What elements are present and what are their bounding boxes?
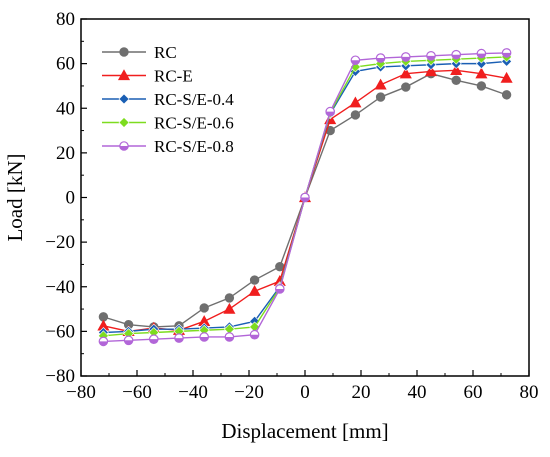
data-point (149, 334, 159, 344)
legend-item: RC (102, 43, 177, 62)
data-point (199, 332, 209, 342)
legend-item: RC-S/E-0.4 (102, 90, 234, 109)
data-point (426, 51, 436, 61)
data-point (300, 192, 310, 203)
y-tick-label: −80 (45, 366, 75, 387)
data-point (325, 106, 335, 117)
legend-marker (117, 69, 131, 81)
data-point (375, 53, 386, 63)
legend-item: RC-S/E-0.8 (102, 137, 234, 156)
y-tick-label: 0 (66, 188, 76, 209)
x-tick-label: −60 (122, 382, 152, 403)
y-tick-label: −20 (45, 232, 75, 253)
y-tick-label: 60 (56, 54, 75, 75)
y-tick-label: −40 (45, 277, 75, 298)
legend-marker (119, 47, 129, 57)
data-point (501, 90, 512, 100)
y-tick-label: 80 (56, 9, 75, 30)
data-point (476, 48, 487, 59)
ticks-layer: −80 −60 −40 −20 0 20 40 60 80 −80 −60 −40 −20 0 20 40 60… (45, 9, 538, 403)
y-tick-label: 20 (56, 143, 75, 164)
data-point (249, 329, 260, 340)
data-point (224, 332, 235, 342)
data-point (350, 110, 361, 120)
x-tick-label: 80 (520, 382, 539, 403)
data-point (476, 81, 487, 91)
data-point (375, 92, 386, 102)
x-tick-label: 40 (408, 382, 427, 403)
data-point (249, 275, 260, 285)
x-tick-label: −80 (66, 382, 96, 403)
legend-marker (118, 93, 130, 105)
x-tick-label: −20 (234, 382, 264, 403)
data-point (274, 284, 285, 294)
x-tick-label: 60 (464, 382, 483, 403)
data-point (500, 71, 513, 83)
legend-label: RC-S/E-0.8 (154, 137, 234, 156)
data-point (349, 96, 362, 108)
y-tick-label: 40 (56, 98, 75, 119)
data-point (223, 302, 236, 314)
data-point (450, 64, 463, 75)
x-tick-label: 20 (352, 382, 371, 403)
legend-item: RC-E (102, 67, 193, 86)
data-point (400, 52, 411, 62)
legend-item: RC-S/E-0.6 (102, 114, 234, 133)
data-point (248, 284, 261, 296)
data-point (98, 336, 109, 347)
legend-label: RC-S/E-0.4 (154, 90, 234, 109)
legend: RC RC-E RC-S/E-0.4 RC-S/E-0.6 RC-S/E-0.8 (102, 43, 234, 156)
x-axis-title: Displacement [mm] (221, 419, 388, 443)
legend-label: RC (154, 43, 177, 62)
series-layer (97, 48, 513, 347)
data-point (174, 333, 184, 343)
data-point (123, 335, 134, 346)
legend-label: RC-E (154, 67, 193, 86)
data-point (224, 293, 235, 303)
x-tick-label: 0 (300, 382, 310, 403)
legend-label: RC-S/E-0.6 (154, 114, 234, 133)
data-point (501, 48, 512, 58)
series-rc-s-e-0-8 (98, 48, 512, 347)
data-point (451, 75, 461, 86)
y-axis-title: Load [kN] (3, 153, 27, 241)
data-point (399, 67, 412, 79)
data-point (475, 58, 487, 70)
data-point (199, 303, 209, 313)
legend-marker (119, 141, 129, 151)
data-point (374, 78, 387, 90)
y-tick-label: −60 (45, 321, 75, 342)
data-point (451, 49, 461, 60)
data-point (401, 82, 411, 92)
data-point (475, 67, 488, 79)
data-point (350, 55, 361, 66)
x-tick-label: −40 (178, 382, 208, 403)
legend-marker (118, 117, 130, 128)
data-point (424, 65, 438, 77)
